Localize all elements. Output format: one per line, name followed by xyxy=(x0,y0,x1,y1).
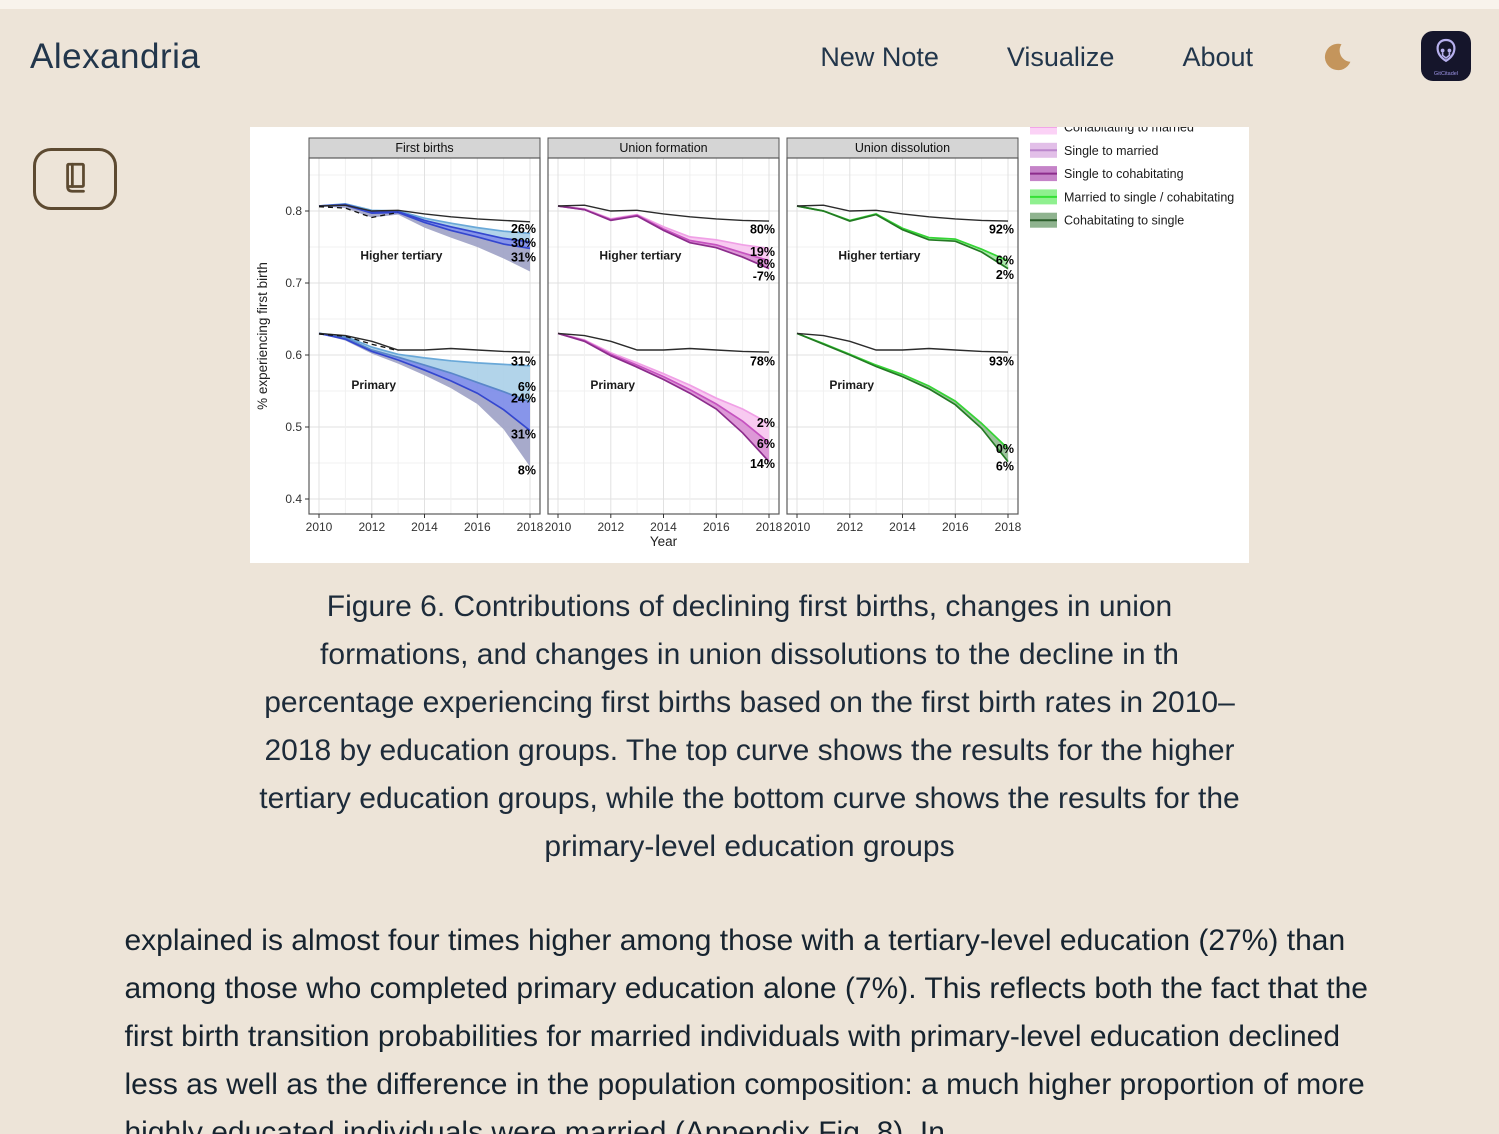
logo-background xyxy=(1421,31,1471,81)
top-strip xyxy=(0,0,1499,9)
svg-text:31%: 31% xyxy=(511,354,536,368)
svg-text:Cohabitating to single: Cohabitating to single xyxy=(1064,214,1184,228)
svg-text:2010: 2010 xyxy=(306,520,333,534)
theme-toggle-button[interactable] xyxy=(1321,41,1353,73)
svg-text:Cohabitating to married: Cohabitating to married xyxy=(1064,127,1194,135)
svg-text:31%: 31% xyxy=(511,428,536,442)
svg-text:2010: 2010 xyxy=(784,520,811,534)
svg-text:2%: 2% xyxy=(757,416,775,430)
svg-text:0%: 0% xyxy=(996,442,1014,456)
svg-text:Union dissolution: Union dissolution xyxy=(855,141,950,155)
svg-text:0.8: 0.8 xyxy=(285,204,302,218)
svg-text:2012: 2012 xyxy=(358,520,385,534)
svg-text:2016: 2016 xyxy=(703,520,730,534)
main-nav: New Note Visualize About xyxy=(820,31,1471,83)
svg-text:2014: 2014 xyxy=(650,520,677,534)
library-button[interactable] xyxy=(33,148,117,210)
svg-text:2014: 2014 xyxy=(889,520,916,534)
gitcitadel-logo[interactable]: GitCitadel xyxy=(1421,31,1471,83)
svg-text:2010: 2010 xyxy=(545,520,572,534)
svg-text:2018: 2018 xyxy=(756,520,783,534)
svg-text:2016: 2016 xyxy=(942,520,969,534)
svg-text:24%: 24% xyxy=(511,392,536,406)
logo-text: GitCitadel xyxy=(1434,71,1458,77)
gitcitadel-shield-icon xyxy=(1436,38,1456,63)
svg-text:-7%: -7% xyxy=(753,269,775,283)
moon-icon xyxy=(1321,43,1353,76)
svg-text:0.4: 0.4 xyxy=(285,492,302,506)
svg-text:Married to single / cohabitati: Married to single / cohabitating xyxy=(1064,190,1234,204)
svg-text:Primary: Primary xyxy=(829,378,874,392)
svg-text:2014: 2014 xyxy=(411,520,438,534)
svg-text:0.7: 0.7 xyxy=(285,276,302,290)
svg-text:2016: 2016 xyxy=(464,520,491,534)
svg-text:0.6: 0.6 xyxy=(285,348,302,362)
svg-text:78%: 78% xyxy=(750,354,775,368)
svg-text:2012: 2012 xyxy=(836,520,863,534)
main-content: % experiencing first birth 26% 30% 31% Highe… xyxy=(0,127,1499,1134)
svg-text:6%: 6% xyxy=(757,437,775,451)
app-title: Alexandria xyxy=(30,37,201,76)
svg-text:2%: 2% xyxy=(996,268,1014,282)
svg-text:30%: 30% xyxy=(511,236,536,250)
svg-text:8%: 8% xyxy=(518,464,536,478)
book-icon xyxy=(58,160,92,199)
svg-text:31%: 31% xyxy=(511,251,536,265)
svg-text:Primary: Primary xyxy=(351,378,396,392)
svg-text:Single to married: Single to married xyxy=(1064,144,1159,158)
paragraph: explained is almost four times higher am… xyxy=(124,924,1368,1134)
svg-text:Union formation: Union formation xyxy=(619,141,707,155)
svg-text:6%: 6% xyxy=(996,254,1014,268)
svg-text:2012: 2012 xyxy=(597,520,624,534)
svg-text:6%: 6% xyxy=(996,459,1014,473)
decomposition-chart: % experiencing first birth 26% 30% 31% Highe… xyxy=(250,127,1249,563)
svg-text:First births: First births xyxy=(395,141,453,155)
nav-visualize[interactable]: Visualize xyxy=(1006,41,1115,72)
article-text: explained is almost four times higher am… xyxy=(125,917,1375,1134)
figure-6: % experiencing first birth 26% 30% 31% Highe… xyxy=(250,127,1249,871)
svg-text:0.5: 0.5 xyxy=(285,420,302,434)
svg-text:% experiencing first birth: % experiencing first birth xyxy=(255,262,270,410)
svg-text:Year: Year xyxy=(650,534,678,549)
svg-text:6%: 6% xyxy=(518,380,536,394)
svg-text:Higher tertiary: Higher tertiary xyxy=(360,249,442,263)
svg-text:Higher tertiary: Higher tertiary xyxy=(838,249,920,263)
svg-text:26%: 26% xyxy=(511,222,536,236)
svg-text:8%: 8% xyxy=(757,257,775,271)
svg-text:2018: 2018 xyxy=(995,520,1022,534)
svg-text:Single to cohabitating: Single to cohabitating xyxy=(1064,167,1184,181)
nav-new-note[interactable]: New Note xyxy=(820,41,939,72)
nav-about[interactable]: About xyxy=(1182,41,1253,72)
svg-text:14%: 14% xyxy=(750,457,775,471)
figure-caption: Figure 6. Contributions of declining fir… xyxy=(259,590,1240,863)
svg-text:19%: 19% xyxy=(750,245,775,259)
svg-text:Higher tertiary: Higher tertiary xyxy=(599,249,681,263)
svg-text:93%: 93% xyxy=(989,354,1014,368)
svg-text:Primary: Primary xyxy=(590,378,635,392)
svg-text:92%: 92% xyxy=(989,223,1014,237)
svg-text:80%: 80% xyxy=(750,223,775,237)
svg-text:2018: 2018 xyxy=(517,520,544,534)
header: Alexandria New Note Visualize About xyxy=(0,9,1499,83)
